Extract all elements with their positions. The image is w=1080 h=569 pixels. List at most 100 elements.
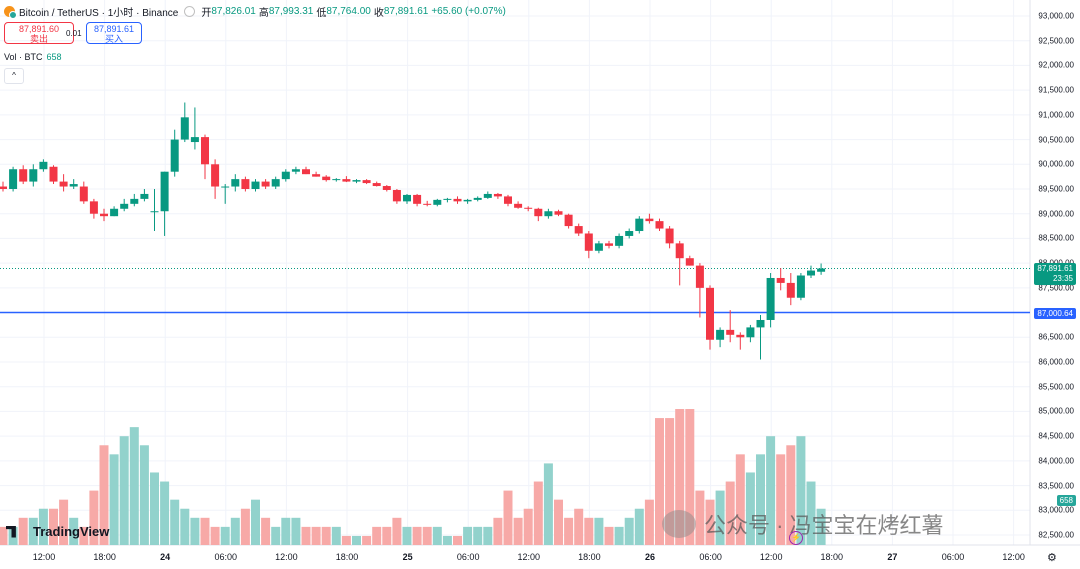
volume-bar <box>402 526 412 545</box>
volume-bar <box>301 526 311 545</box>
candle-body <box>342 179 351 182</box>
change-value: +65.60 (+0.07%) <box>431 6 506 17</box>
volume-bar <box>756 454 765 545</box>
volume-bar <box>806 481 816 545</box>
candle-body <box>584 233 593 251</box>
candle-body <box>120 203 129 209</box>
candle-body <box>150 211 159 213</box>
candle-body <box>322 176 331 181</box>
volume-bar <box>453 535 462 545</box>
candle-body <box>180 117 189 140</box>
sell-button[interactable]: 87,891.60 卖出 <box>4 22 74 44</box>
tradingview-logo[interactable]: TradingView <box>6 524 109 539</box>
candle-body <box>726 329 735 335</box>
candle-body <box>524 207 533 209</box>
candle-body <box>807 270 815 276</box>
volume-bar <box>392 517 402 545</box>
tradingview-mark-icon <box>6 525 16 538</box>
candle-body <box>423 203 432 205</box>
candle-body <box>463 199 472 202</box>
price-tick: 87,500.00 <box>1038 283 1074 293</box>
volume-legend-value: 658 <box>46 52 62 62</box>
candle-body <box>211 164 220 187</box>
time-tick: 18:00 <box>578 552 601 562</box>
volume-bar <box>99 445 109 545</box>
sell-price: 87,891.60 <box>18 24 60 34</box>
candle-body <box>786 282 795 298</box>
volume-label: 658 <box>1056 495 1076 506</box>
high-label: 高 <box>258 8 269 19</box>
symbol-title[interactable]: Bitcoin / TetherUS · 1小时 · Binance <box>19 8 179 19</box>
candle-body <box>59 181 68 187</box>
candle-body <box>69 184 78 187</box>
volume-bar <box>362 535 372 545</box>
volume-bar <box>28 517 38 545</box>
candle-body <box>332 179 341 181</box>
chevron-up-icon: ^ <box>12 71 16 80</box>
wechat-icon <box>662 510 696 538</box>
volume-bar <box>483 526 493 545</box>
candle-body <box>574 226 583 234</box>
candle-body <box>716 329 725 340</box>
volume-bar <box>665 418 675 545</box>
volume-bar <box>251 499 260 545</box>
candle-body <box>261 181 270 187</box>
candle-body <box>665 228 674 244</box>
lightning-icon[interactable]: ⚡ <box>789 531 803 545</box>
volume-bar <box>0 526 8 545</box>
volume-bar <box>49 508 58 545</box>
low-label: 低 <box>316 8 327 19</box>
candle-body <box>756 319 765 328</box>
bitcoin-logo-icon <box>4 6 17 19</box>
buy-button[interactable]: 87,891.61 买入 <box>86 22 142 44</box>
candle-body <box>29 169 38 182</box>
volume-bar <box>463 526 473 545</box>
volume-bar <box>725 481 735 545</box>
buy-label: 买入 <box>104 34 123 44</box>
countdown-value: 23:35 <box>1052 274 1073 283</box>
candle-body <box>9 169 18 189</box>
candle-body <box>160 171 169 212</box>
candle-body <box>817 268 826 272</box>
price-tick: 93,000.00 <box>1038 11 1074 21</box>
gear-icon[interactable]: ⚙ <box>1047 552 1057 564</box>
volume-bar <box>170 499 180 545</box>
volume-bar <box>584 517 594 545</box>
time-tick: 06:00 <box>699 552 722 562</box>
volume-legend[interactable]: Vol · BTC 658 <box>4 52 62 62</box>
time-axis[interactable]: 12:00 18:00 24 06:00 12:00 18:00 25 06:00 12:00 1… <box>0 545 1080 569</box>
volume-bar <box>513 517 523 545</box>
volume-bar <box>493 517 503 545</box>
candle-body <box>130 198 139 204</box>
price-tick: 91,500.00 <box>1038 85 1074 95</box>
horizontal-line-label: 87,000.64 <box>1034 308 1076 319</box>
volume-bar <box>109 454 119 545</box>
watermark: 公众号 · 冯宝宝在烤红薯 <box>662 508 944 540</box>
price-tick: 86,000.00 <box>1038 357 1074 367</box>
last-price-label: 87,891.61 23:35 <box>1034 263 1076 285</box>
volume-bar <box>69 517 79 545</box>
time-tick: 12:00 <box>32 552 56 562</box>
volume-bar <box>190 517 200 545</box>
volume-bar <box>655 418 664 545</box>
candle-body <box>170 139 179 172</box>
volume-bar <box>554 499 563 545</box>
collapse-legend-button[interactable]: ^ <box>4 68 24 84</box>
candle-body <box>413 194 422 204</box>
sell-label: 卖出 <box>29 34 48 44</box>
candle-body <box>554 211 563 215</box>
volume-bar <box>261 517 271 545</box>
close-value: 87,891.61 <box>383 6 429 17</box>
volume-bar <box>685 409 695 545</box>
volume-bar <box>59 499 69 545</box>
price-tick: 84,000.00 <box>1038 456 1074 466</box>
volume-bar <box>533 481 543 545</box>
candle-body <box>695 265 704 288</box>
price-tick: 89,000.00 <box>1038 209 1074 219</box>
volume-bar <box>473 526 483 545</box>
volume-bar <box>271 526 281 545</box>
price-tick: 88,500.00 <box>1038 233 1074 243</box>
candle-body <box>241 179 250 189</box>
volume-bar <box>432 526 442 545</box>
